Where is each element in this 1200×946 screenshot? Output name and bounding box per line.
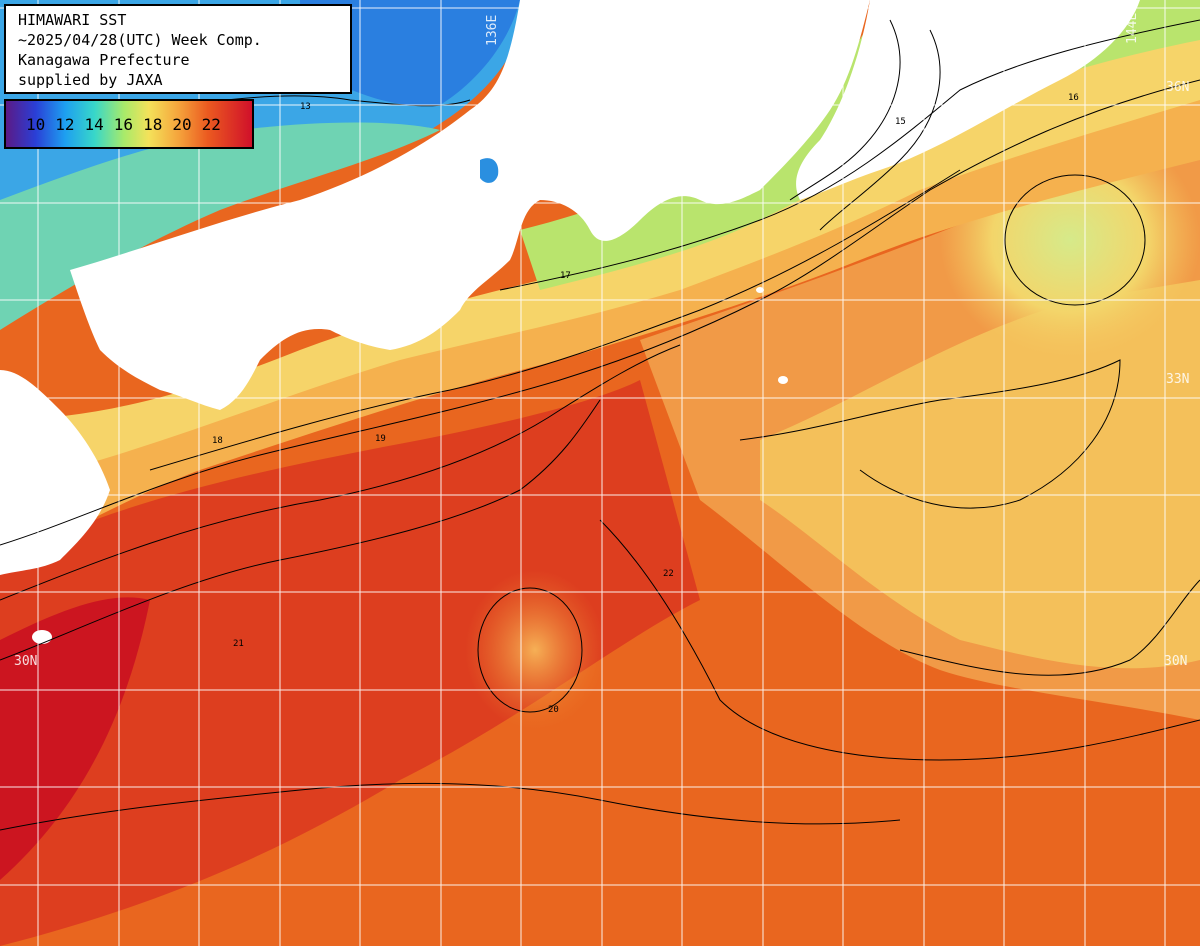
land-island-hachijo: [778, 376, 788, 384]
land-kyushu: [0, 370, 110, 575]
land-island-sado: [560, 0, 640, 23]
isotherm-19-south: [899, 579, 1200, 676]
legend-label: 12: [55, 114, 75, 134]
isotherm-label-18: 18: [212, 436, 223, 446]
lat-label-30n-left: 30N: [14, 654, 38, 669]
isotherm-19-east: [739, 359, 1121, 509]
lat-label-33n: 33N: [1166, 372, 1190, 387]
isotherm-eddy-cold: [1004, 174, 1146, 306]
isotherm-21: [0, 399, 601, 661]
land-kanto: [796, 0, 1140, 200]
title-line-date: ~2025/04/28(UTC) Week Comp.: [18, 31, 262, 49]
isotherm-17: [499, 19, 1200, 291]
legend-label: 22: [201, 114, 221, 134]
legend-label: 14: [84, 114, 104, 134]
isotherm-label-16: 16: [1068, 93, 1079, 103]
title-line-credit: supplied by JAXA: [18, 71, 163, 89]
isotherm-label-22: 22: [663, 569, 674, 579]
title-line-region: Kanagawa Prefecture: [18, 51, 190, 69]
sea-of-japan-green: [0, 122, 440, 330]
legend-label: 16: [113, 114, 134, 134]
isotherm-eddy-20: [477, 587, 583, 713]
sea-hot-band: [0, 380, 700, 946]
isotherm-label-21: 21: [233, 639, 244, 649]
title-box: HIMAWARI SST ~2025/04/28(UTC) Week Comp.…: [4, 4, 352, 94]
lon-label-136e: 136E: [485, 14, 500, 46]
isotherm-19: [0, 79, 1200, 546]
isotherm-21-south: [0, 782, 901, 831]
legend-label: 20: [172, 114, 192, 134]
legend-label: 18: [143, 114, 163, 134]
sea-cool-east: [760, 280, 1200, 669]
isotherm-20: [0, 344, 681, 601]
isotherm-label-19: 19: [375, 434, 386, 444]
legend-label: 10: [26, 114, 46, 134]
isotherm-label-17: 17: [560, 271, 571, 281]
isotherm-label-13: 13: [300, 102, 311, 112]
lake-biwa: [480, 158, 499, 183]
isotherm-18: [149, 169, 961, 471]
land-island-small: [32, 630, 52, 644]
land-shikoku-area: [100, 321, 180, 380]
lon-label-144e: 144E: [1125, 12, 1140, 44]
lat-label-36n: 36N: [1166, 80, 1190, 95]
isotherm-label-15: 15: [895, 117, 906, 127]
sea-warm-eddy: [465, 570, 605, 730]
color-legend: 10 12 14 16 18 20 22: [4, 99, 254, 149]
lat-label-30n-right: 30N: [1164, 654, 1188, 669]
land-honshu: [70, 0, 870, 410]
title-line-product: HIMAWARI SST: [18, 11, 127, 29]
sea-of-japan-blue: [300, 0, 520, 106]
isotherm-label-20: 20: [548, 705, 559, 715]
land-island-miyake: [756, 287, 764, 293]
isotherm-15-north: [789, 19, 901, 201]
